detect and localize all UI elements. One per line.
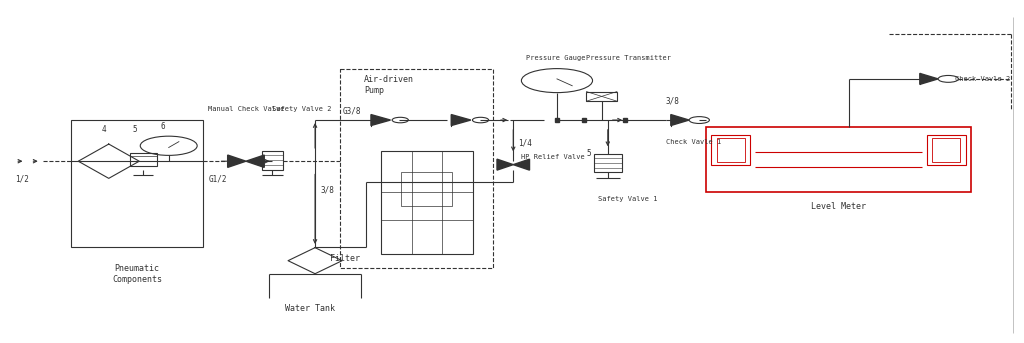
Polygon shape <box>371 115 390 126</box>
Bar <box>707 127 971 192</box>
Text: 1/4: 1/4 <box>518 139 532 148</box>
Text: 5: 5 <box>132 125 137 134</box>
Text: G1/2: G1/2 <box>208 175 227 184</box>
Text: Check Vavle 1: Check Vavle 1 <box>666 139 721 145</box>
Polygon shape <box>246 155 264 167</box>
Text: G3/8: G3/8 <box>342 106 361 115</box>
Text: Water Tank: Water Tank <box>285 304 335 312</box>
Text: Air-driven
Pump: Air-driven Pump <box>364 75 414 95</box>
Bar <box>381 151 473 254</box>
Text: 3/8: 3/8 <box>321 185 334 194</box>
Bar <box>587 92 616 101</box>
Text: 1/2: 1/2 <box>15 175 29 184</box>
Text: Safety Valve 1: Safety Valve 1 <box>598 196 657 201</box>
Bar <box>932 138 961 162</box>
Bar <box>262 151 283 170</box>
Text: Manual Check Valve: Manual Check Valve <box>208 106 285 112</box>
Bar <box>71 120 204 247</box>
Text: 4: 4 <box>101 125 106 134</box>
Polygon shape <box>497 159 513 170</box>
Text: 6: 6 <box>161 122 165 131</box>
Text: Pressure Gauge: Pressure Gauge <box>526 55 586 61</box>
Text: Filter: Filter <box>331 255 360 263</box>
Polygon shape <box>920 73 938 84</box>
Bar <box>717 138 745 162</box>
Text: Safety Valve 2: Safety Valve 2 <box>272 106 332 112</box>
Bar <box>130 153 157 166</box>
Polygon shape <box>227 155 246 167</box>
Text: Pneumatic
Components: Pneumatic Components <box>113 264 162 284</box>
Text: 5: 5 <box>587 149 591 158</box>
Text: Check Vavle 2: Check Vavle 2 <box>955 76 1011 82</box>
Bar <box>341 69 493 268</box>
Polygon shape <box>513 159 529 170</box>
Text: Pressure Transmitter: Pressure Transmitter <box>587 55 672 61</box>
Bar <box>927 135 966 165</box>
Bar <box>594 154 622 172</box>
Polygon shape <box>452 115 471 126</box>
Polygon shape <box>671 115 689 126</box>
Text: HP Relief Valve: HP Relief Valve <box>521 154 585 160</box>
Bar <box>401 172 453 206</box>
Bar <box>712 135 750 165</box>
Text: 3/8: 3/8 <box>666 96 680 105</box>
Text: Level Meter: Level Meter <box>811 202 866 211</box>
